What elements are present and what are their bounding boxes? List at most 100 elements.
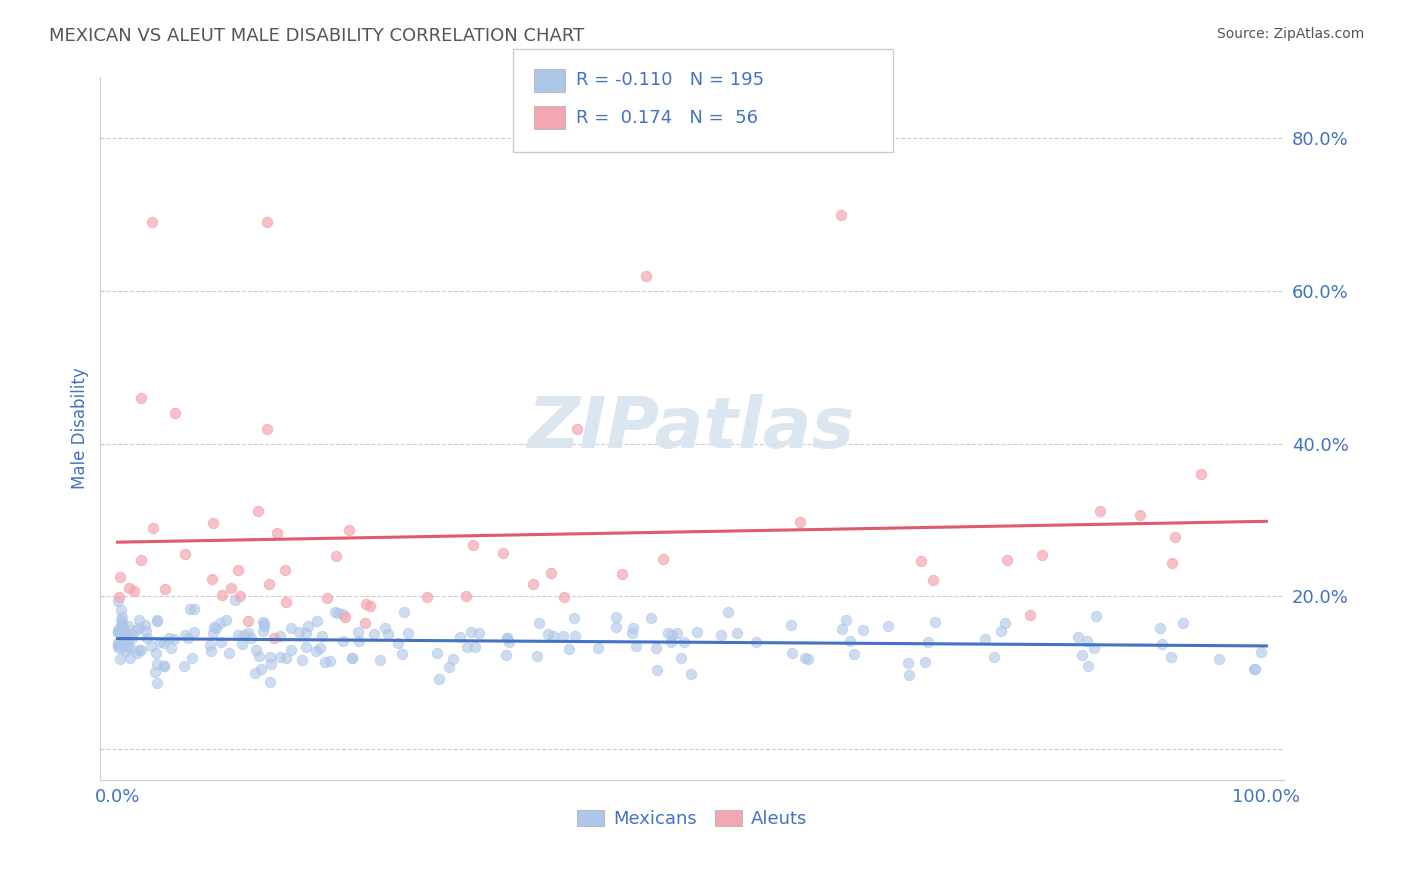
Text: MEXICAN VS ALEUT MALE DISABILITY CORRELATION CHART: MEXICAN VS ALEUT MALE DISABILITY CORRELA… xyxy=(49,27,585,45)
Point xyxy=(780,646,803,660)
Point xyxy=(245,643,267,657)
Point xyxy=(163,406,186,420)
Point xyxy=(526,648,548,663)
Point xyxy=(665,626,688,640)
Point xyxy=(146,613,169,627)
Point xyxy=(789,515,811,529)
Point xyxy=(256,421,278,435)
Point xyxy=(896,657,918,671)
Point xyxy=(1244,662,1267,676)
Point xyxy=(263,631,285,645)
Point xyxy=(673,635,696,649)
Text: R =  0.174   N =  56: R = 0.174 N = 56 xyxy=(576,109,758,127)
Point xyxy=(374,620,396,634)
Point xyxy=(120,651,142,665)
Point xyxy=(427,672,450,686)
Point xyxy=(269,649,291,664)
Point xyxy=(326,606,349,620)
Point xyxy=(1077,658,1099,673)
Point xyxy=(363,627,385,641)
Point xyxy=(115,644,138,658)
Point xyxy=(112,626,135,640)
Point xyxy=(359,599,381,613)
Point xyxy=(1171,615,1194,630)
Point xyxy=(995,553,1018,567)
Point xyxy=(173,658,195,673)
Point xyxy=(118,630,141,644)
Point xyxy=(198,638,221,652)
Point xyxy=(229,590,252,604)
Point xyxy=(914,656,936,670)
Point xyxy=(107,638,129,652)
Point xyxy=(125,646,148,660)
Point xyxy=(276,651,298,665)
Point xyxy=(117,619,139,633)
Point xyxy=(332,607,354,622)
Point xyxy=(464,640,486,655)
Point xyxy=(224,593,246,607)
Point xyxy=(974,632,997,646)
Point xyxy=(259,675,281,690)
Point xyxy=(146,657,169,671)
Point xyxy=(135,632,157,646)
Point xyxy=(153,659,176,673)
Point xyxy=(332,634,354,648)
Point xyxy=(340,651,363,665)
Point xyxy=(1090,504,1112,518)
Point xyxy=(831,622,853,636)
Point xyxy=(540,566,562,580)
Point xyxy=(318,654,340,668)
Point xyxy=(527,615,550,630)
Point xyxy=(208,615,231,630)
Point xyxy=(922,574,945,588)
Point xyxy=(108,590,131,604)
Point xyxy=(253,616,276,631)
Point xyxy=(134,617,156,632)
Point xyxy=(605,620,627,634)
Point xyxy=(174,628,197,642)
Point xyxy=(342,650,364,665)
Point xyxy=(209,634,232,648)
Point xyxy=(657,626,679,640)
Point xyxy=(495,648,517,662)
Y-axis label: Male Disability: Male Disability xyxy=(72,368,89,490)
Point xyxy=(131,553,153,567)
Point xyxy=(586,640,609,655)
Point xyxy=(437,659,460,673)
Point xyxy=(252,619,274,633)
Point xyxy=(553,590,575,604)
Point xyxy=(1085,608,1108,623)
Point xyxy=(621,622,644,636)
Point xyxy=(183,601,205,615)
Point xyxy=(1129,508,1152,522)
Point xyxy=(128,621,150,635)
Point xyxy=(201,572,224,586)
Point xyxy=(356,598,378,612)
Point xyxy=(247,504,270,518)
Point xyxy=(634,268,657,283)
Point xyxy=(839,634,862,648)
Point xyxy=(456,640,478,654)
Point xyxy=(143,665,166,679)
Point xyxy=(562,611,585,625)
Point xyxy=(621,625,644,640)
Point xyxy=(557,642,579,657)
Point xyxy=(114,627,136,641)
Point xyxy=(387,636,409,650)
Point xyxy=(426,646,449,660)
Point xyxy=(243,665,266,680)
Point xyxy=(107,636,129,650)
Point xyxy=(1031,549,1053,563)
Point xyxy=(110,570,132,584)
Point xyxy=(368,653,391,667)
Point xyxy=(1250,645,1272,659)
Point xyxy=(983,650,1005,665)
Point xyxy=(110,641,132,656)
Point xyxy=(121,631,143,645)
Text: R = -0.110   N = 195: R = -0.110 N = 195 xyxy=(576,71,765,89)
Point xyxy=(897,668,920,682)
Point xyxy=(291,653,314,667)
Point xyxy=(110,618,132,632)
Point xyxy=(295,640,318,655)
Point xyxy=(205,621,228,635)
